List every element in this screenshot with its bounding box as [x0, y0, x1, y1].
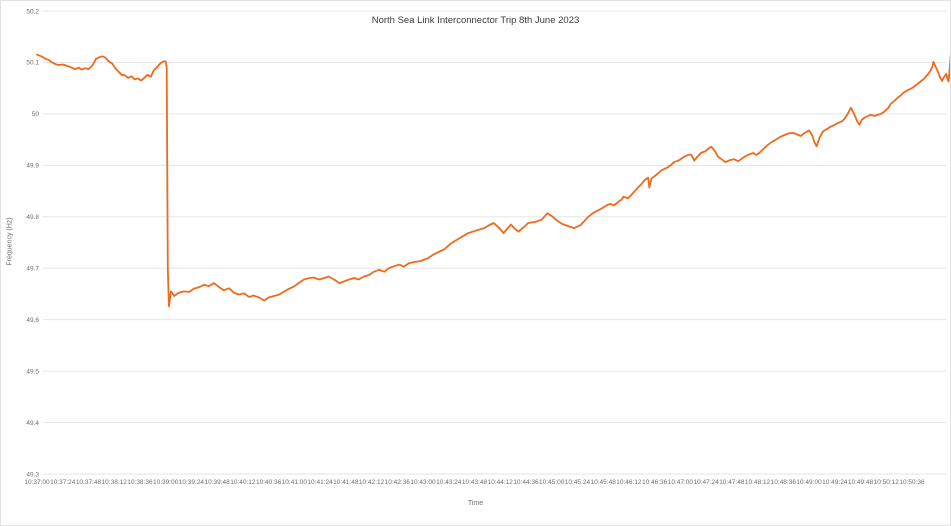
y-tick-label: 49.9 — [26, 163, 39, 170]
frequency-line — [36, 53, 950, 308]
y-tick-label: 50.1 — [26, 60, 39, 67]
x-tick-label: 10:50:12 — [874, 479, 900, 486]
x-tick-label: 10:45:48 — [591, 479, 617, 486]
x-tick-label: 10:37:24 — [50, 479, 76, 486]
x-tick-label: 10:49:24 — [822, 479, 848, 486]
x-tick-label: 10:46:36 — [642, 479, 668, 486]
x-tick-label: 10:41:00 — [282, 479, 308, 486]
y-tick-label: 49.8 — [26, 214, 39, 221]
x-axis-title: Time — [467, 500, 484, 507]
x-tick-label: 10:49:00 — [796, 479, 822, 486]
x-tick-label: 10:45:24 — [565, 479, 591, 486]
y-tick-label: 49.4 — [26, 420, 39, 427]
x-tick-label: 10:46:12 — [616, 479, 642, 486]
y-axis-title: Frequency (Hz) — [6, 217, 14, 266]
x-tick-label: 10:38:12 — [102, 479, 128, 486]
x-tick-label: 10:49:48 — [848, 479, 874, 486]
x-tick-label: 10:39:00 — [153, 479, 179, 486]
x-tick-label: 10:44:36 — [513, 479, 539, 486]
y-tick-label: 49.3 — [26, 471, 39, 478]
x-tick-label: 10:48:12 — [745, 479, 771, 486]
y-tick-label: 50 — [32, 111, 40, 118]
x-tick-label: 10:44:12 — [488, 479, 514, 486]
x-tick-label: 10:47:00 — [668, 479, 694, 486]
x-tick-label: 10:47:24 — [693, 479, 719, 486]
chart-title: North Sea Link Interconnector Trip 8th J… — [371, 15, 580, 26]
x-tick-label: 10:43:24 — [436, 479, 462, 486]
x-tick-label: 10:41:48 — [333, 479, 359, 486]
x-tick-label: 10:41:24 — [307, 479, 333, 486]
x-tick-label: 10:37:00 — [24, 479, 50, 486]
y-tick-label: 50.2 — [26, 8, 39, 15]
x-tick-label: 10:50:36 — [899, 479, 925, 486]
x-tick-label: 10:43:00 — [410, 479, 436, 486]
x-tick-label: 10:43:48 — [462, 479, 488, 486]
x-tick-label: 10:38:36 — [127, 479, 153, 486]
x-tick-label: 10:47:48 — [719, 479, 745, 486]
x-tick-label: 10:42:36 — [385, 479, 411, 486]
x-tick-label: 10:39:24 — [179, 479, 205, 486]
y-tick-label: 49.5 — [26, 368, 39, 375]
x-tick-label: 10:40:36 — [256, 479, 282, 486]
x-tick-label: 10:40:12 — [230, 479, 256, 486]
x-tick-label: 10:42:12 — [359, 479, 385, 486]
x-tick-label: 10:48:36 — [771, 479, 797, 486]
x-tick-label: 10:39:48 — [204, 479, 230, 486]
x-tick-label: 10:37:48 — [76, 479, 102, 486]
x-tick-label: 10:45:00 — [539, 479, 565, 486]
y-tick-label: 49.6 — [26, 317, 39, 324]
y-tick-label: 49.7 — [26, 266, 39, 273]
